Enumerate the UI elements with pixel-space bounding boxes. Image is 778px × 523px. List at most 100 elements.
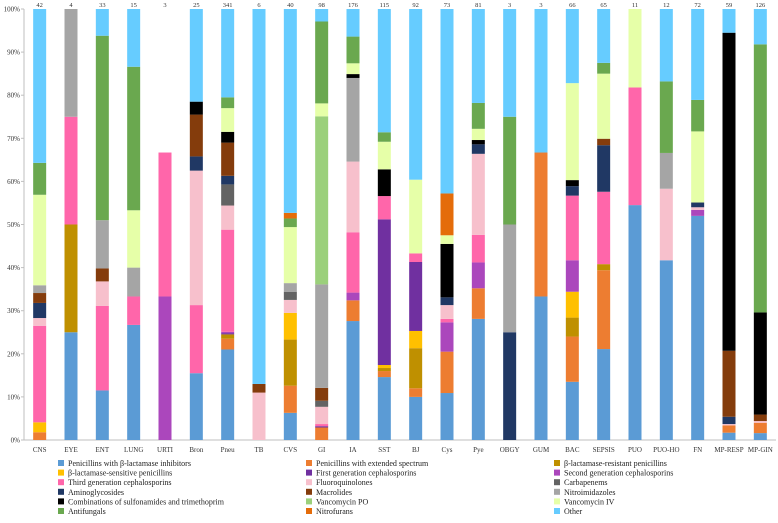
bar-segment <box>409 253 423 262</box>
x-tick-label: CVS <box>284 446 298 454</box>
bar-segment <box>440 322 454 352</box>
bar-segment <box>597 349 611 440</box>
bar-segment <box>283 283 297 292</box>
bar-segment <box>221 349 235 440</box>
bar-segment <box>283 291 297 300</box>
bar-segment <box>409 261 423 331</box>
x-tick-label: GI <box>318 446 326 454</box>
bar-segment <box>221 338 235 350</box>
bar-segment <box>753 312 767 415</box>
bar-segment <box>189 101 203 115</box>
bar-segment <box>127 296 141 325</box>
bar-segment <box>753 44 767 313</box>
x-tick-label: TB <box>255 446 264 454</box>
legend-label: Other <box>564 507 583 516</box>
bar-segment <box>221 175 235 185</box>
bar-segment <box>283 312 297 340</box>
bar-segment <box>565 381 579 440</box>
bar-segment <box>659 188 673 261</box>
bar-segment <box>189 305 203 374</box>
bar-count-label: 3 <box>539 2 542 9</box>
bar-segment <box>64 332 78 440</box>
bar-segment <box>158 296 172 440</box>
bar-segment <box>377 196 391 220</box>
bar-segment <box>315 406 329 425</box>
legend-swatch <box>306 488 312 495</box>
bar-count-label: 11 <box>632 2 638 9</box>
bar-segment <box>471 9 485 103</box>
legend-swatch <box>554 498 560 505</box>
bar-segment <box>471 318 485 440</box>
bar-segment <box>440 235 454 244</box>
bar-count-label: 72 <box>694 2 701 9</box>
bar-count-label: 92 <box>412 2 419 9</box>
bar-segment <box>659 81 673 153</box>
x-tick-label: IA <box>349 446 356 454</box>
bar-segment <box>64 9 78 117</box>
bar-segment <box>33 293 47 303</box>
legend-swatch <box>58 498 64 505</box>
legend-swatch <box>306 498 312 505</box>
bar-segment <box>221 331 235 334</box>
y-tick-label: 60% <box>7 178 20 186</box>
bar-segment <box>503 332 517 440</box>
bar-segment <box>597 9 611 63</box>
bar-segment <box>346 300 360 322</box>
bar-segment <box>221 229 235 332</box>
bar-segment <box>471 234 485 263</box>
bar-segment <box>565 260 579 292</box>
bar-segment <box>440 9 454 194</box>
bar-segment <box>95 268 109 282</box>
bar-segment <box>597 145 611 192</box>
bar-segment <box>283 9 297 213</box>
bar-segment <box>753 9 767 45</box>
bar-count-label: 12 <box>663 2 670 9</box>
legend-swatch <box>306 469 312 476</box>
bar-count-label: 126 <box>755 2 766 9</box>
bar-segment <box>64 116 78 225</box>
bar-segment <box>127 324 141 440</box>
bar-segment <box>691 209 705 216</box>
x-tick-label: Pye <box>473 446 484 454</box>
legend-label: Third generation cephalosporins <box>68 478 172 487</box>
bar-count-label: 6 <box>257 2 261 9</box>
bar-segment <box>409 388 423 397</box>
legend-swatch <box>58 508 64 514</box>
legend-swatch <box>306 460 312 466</box>
legend-swatch <box>58 460 64 466</box>
bar-count-label: 33 <box>99 2 106 9</box>
bar-segment <box>252 392 266 440</box>
bar-segment <box>95 281 109 306</box>
bar-segment <box>753 422 767 434</box>
bar-segment <box>346 77 360 162</box>
bar-segment <box>377 219 391 366</box>
bar-segment <box>409 9 423 180</box>
x-tick-label: OBGY <box>500 446 520 454</box>
bar-segment <box>189 156 203 171</box>
bar-count-label: 176 <box>348 2 359 9</box>
x-tick-label: Bron <box>189 446 204 454</box>
bar-segment <box>283 218 297 228</box>
bar-count-label: 66 <box>569 2 576 9</box>
bar-segment <box>377 169 391 197</box>
legend-swatch <box>554 479 560 486</box>
bar-segment <box>283 227 297 284</box>
bar-segment <box>315 426 329 428</box>
bar-segment <box>659 152 673 189</box>
x-tick-label: SST <box>378 446 391 454</box>
x-tick-label: LUNG <box>124 446 143 454</box>
bar-segment <box>346 9 360 37</box>
bar-segment <box>534 9 548 153</box>
legend-swatch <box>306 508 312 514</box>
bar-segment <box>252 9 266 384</box>
bar-segment <box>346 63 360 75</box>
bar-segment <box>221 9 235 98</box>
y-tick-label: 90% <box>7 49 20 57</box>
bar-segment <box>628 87 642 206</box>
bar-segment <box>346 232 360 293</box>
x-tick-label: URTI <box>157 446 174 454</box>
bar-segment <box>64 224 78 333</box>
legend-label: Second generation cephalosporins <box>564 469 673 478</box>
bar-segment <box>471 153 485 235</box>
